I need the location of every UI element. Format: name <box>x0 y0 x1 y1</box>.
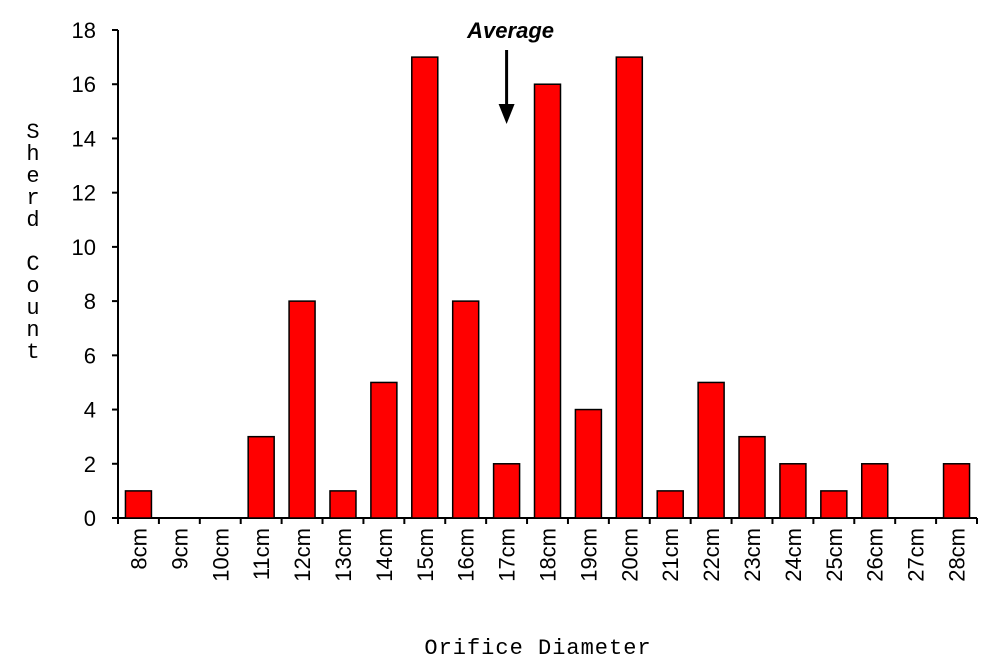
x-tick-label: 28cm <box>945 528 970 582</box>
x-tick-label: 17cm <box>495 528 520 582</box>
x-tick-label: 27cm <box>904 528 929 582</box>
y-label-letter: S <box>26 120 40 145</box>
bar-24cm <box>779 463 807 519</box>
x-tick-label: 22cm <box>699 528 724 582</box>
y-tick-label: 14 <box>72 126 96 151</box>
x-tick-label: 10cm <box>208 528 233 582</box>
x-tick-label: 21cm <box>658 528 683 582</box>
y-tick-labels: 0 2 4 6 8 10 12 14 16 18 <box>72 18 96 531</box>
bar-15cm <box>411 56 439 519</box>
x-axis-label: Orifice Diameter <box>424 636 651 661</box>
y-label-letter: e <box>26 164 40 189</box>
bar-26cm <box>860 463 889 519</box>
bar-8cm <box>124 490 153 519</box>
annotations: Average <box>466 18 554 124</box>
y-label-letter: d <box>26 208 40 233</box>
x-tick-label: 24cm <box>781 528 806 582</box>
x-tick-label: 26cm <box>863 528 888 582</box>
y-label-letter: o <box>26 274 40 299</box>
x-tick-labels: 8cm 9cm 10cm 11cm 12cm 13cm 14cm 15cm 16cm 17cm 18… <box>126 528 969 582</box>
bar-20cm <box>615 56 644 519</box>
x-tick-label: 14cm <box>372 528 397 582</box>
y-tick-label: 0 <box>84 506 96 531</box>
bar-22cm <box>697 381 725 519</box>
annotation-arrow-head <box>498 104 515 124</box>
y-tick-label: 4 <box>84 398 96 423</box>
x-tick-label: 13cm <box>331 528 356 582</box>
y-label-letter: n <box>26 318 40 343</box>
x-tick-label: 15cm <box>413 528 438 582</box>
bar-19cm <box>574 408 603 519</box>
y-tick-label: 12 <box>72 181 96 206</box>
annotation-label: Average <box>466 18 554 43</box>
x-tick-label: 12cm <box>290 528 315 582</box>
y-label-letter: t <box>26 340 40 365</box>
y-label-letter: C <box>26 252 40 277</box>
x-tick-label: 9cm <box>167 528 192 570</box>
bar-13cm <box>329 490 357 519</box>
y-tick-label: 18 <box>72 18 96 43</box>
y-tick-label: 2 <box>84 452 96 477</box>
x-tick-label: 16cm <box>454 528 479 582</box>
bar-21cm <box>656 490 684 519</box>
bar-23cm <box>738 435 766 519</box>
y-tick-label: 6 <box>84 343 96 368</box>
bar-14cm <box>370 381 398 519</box>
y-label-letter: h <box>26 142 40 167</box>
y-tick-label: 8 <box>84 289 96 314</box>
y-tick-label: 10 <box>72 235 96 260</box>
bar-11cm <box>247 435 275 519</box>
x-tick-label: 8cm <box>126 528 151 570</box>
x-tick-label: 25cm <box>822 528 847 582</box>
y-tick-label: 16 <box>72 72 96 97</box>
bar-17cm <box>492 463 521 519</box>
bars <box>124 56 971 519</box>
y-label-letter: r <box>26 186 40 211</box>
bar-28cm <box>942 463 971 519</box>
x-tick-label: 23cm <box>740 528 765 582</box>
x-tick-label: 19cm <box>576 528 601 582</box>
bar-12cm <box>288 300 316 519</box>
x-tick-label: 20cm <box>617 528 642 582</box>
bar-16cm <box>451 300 480 519</box>
bar-18cm <box>533 83 562 519</box>
x-tick-label: 11cm <box>249 528 274 580</box>
x-tick-label: 18cm <box>536 528 561 582</box>
bar-25cm <box>820 490 848 519</box>
y-label-letter: u <box>26 296 40 321</box>
